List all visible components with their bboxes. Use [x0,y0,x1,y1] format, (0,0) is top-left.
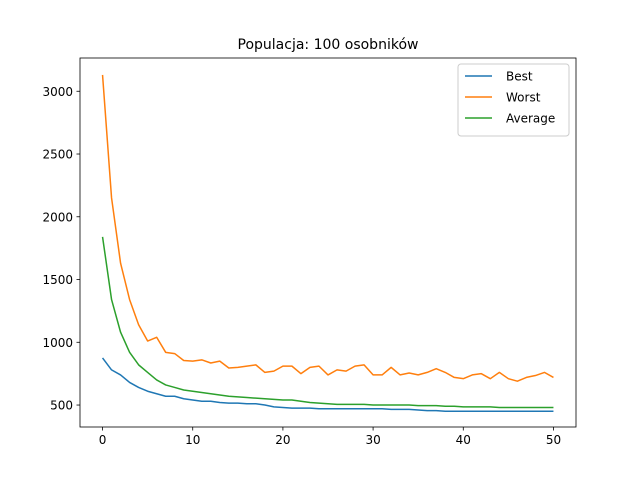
y-tick-label: 3000 [42,85,73,99]
y-axis: 500 1000 1500 2000 2500 3000 [42,85,80,413]
legend: Best Worst Average [457,63,570,137]
axes-frame [79,57,577,428]
x-tick-label: 50 [546,433,561,447]
y-tick-label: 2000 [42,210,73,224]
x-tick-label: 0 [99,433,107,447]
x-tick-label: 20 [275,433,290,447]
y-tick-label: 1500 [42,273,73,287]
chart-title: Populacja: 100 osobników [238,37,419,53]
plot-area [101,74,554,413]
series-line-best [101,357,554,413]
legend-label-average: Average [506,112,555,126]
y-tick-label: 1000 [42,336,73,350]
y-tick-label: 500 [50,399,73,413]
x-axis: 0 10 20 30 40 50 [99,427,561,447]
legend-label-best: Best [506,70,533,84]
x-tick-label: 40 [456,433,471,447]
legend-label-worst: Worst [506,91,541,105]
y-tick-label: 2500 [42,148,73,162]
series-line-average [101,236,554,409]
x-tick-label: 10 [185,433,200,447]
series-line-worst [101,74,554,382]
x-tick-label: 30 [365,433,380,447]
